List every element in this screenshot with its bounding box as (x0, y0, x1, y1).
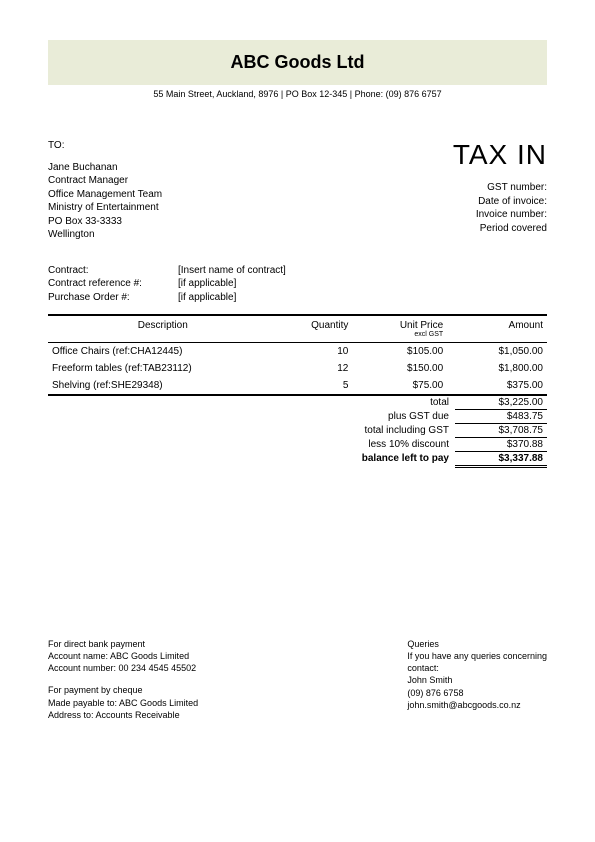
payment-details: For direct bank payment Account name: AB… (48, 638, 198, 721)
total-value: $3,225.00 (455, 396, 547, 410)
invoice-date-label: Date of invoice: (453, 195, 547, 209)
to-line: Office Management Team (48, 188, 162, 202)
balance-value: $3,337.88 (455, 452, 547, 468)
queries-heading: Queries (407, 638, 547, 650)
cell-unit-price: $105.00 (352, 343, 447, 361)
queries-email: john.smith@abcgoods.co.nz (407, 699, 547, 711)
contract-label: Contract: (48, 264, 178, 278)
table-row: Office Chairs (ref:CHA12445) 10 $105.00 … (48, 343, 547, 361)
cheque-address: Address to: Accounts Receivable (48, 709, 198, 721)
cell-unit-price: $150.00 (352, 360, 447, 377)
col-unit-price: Unit Price excl GST (352, 315, 447, 343)
bank-account-number: Account number: 00 234 4545 45502 (48, 662, 198, 674)
bank-account-name: Account name: ABC Goods Limited (48, 650, 198, 662)
cell-quantity: 10 (278, 343, 353, 361)
company-banner: ABC Goods Ltd (48, 40, 547, 85)
table-header-row: Description Quantity Unit Price excl GST… (48, 315, 547, 343)
to-line: Ministry of Entertainment (48, 201, 162, 215)
discount-value: $370.88 (455, 438, 547, 452)
recipient-block: TO: Jane Buchanan Contract Manager Offic… (48, 139, 162, 242)
cell-description: Shelving (ref:SHE29348) (48, 377, 278, 395)
cell-description: Office Chairs (ref:CHA12445) (48, 343, 278, 361)
cell-description: Freeform tables (ref:TAB23112) (48, 360, 278, 377)
po-label: Purchase Order #: (48, 291, 178, 305)
total-incl-gst-label: total including GST (275, 424, 455, 438)
queries-phone: (09) 876 6758 (407, 687, 547, 699)
cheque-heading: For payment by cheque (48, 684, 198, 696)
table-row: Freeform tables (ref:TAB23112) 12 $150.0… (48, 360, 547, 377)
totals-block: total $3,225.00 plus GST due $483.75 tot… (48, 396, 547, 468)
to-line: Jane Buchanan (48, 161, 162, 175)
queries-name: John Smith (407, 674, 547, 686)
cell-amount: $375.00 (447, 377, 547, 395)
company-address: 55 Main Street, Auckland, 8976 | PO Box … (48, 89, 547, 99)
to-line: Wellington (48, 228, 162, 242)
col-unit-price-text: Unit Price (400, 320, 443, 331)
cell-quantity: 12 (278, 360, 353, 377)
invoice-page: ABC Goods Ltd 55 Main Street, Auckland, … (0, 0, 595, 761)
period-covered-label: Period covered (453, 222, 547, 236)
cell-unit-price: $75.00 (352, 377, 447, 395)
contract-ref-label: Contract reference #: (48, 277, 178, 291)
bank-heading: For direct bank payment (48, 638, 198, 650)
queries-contact: contact: (407, 662, 547, 674)
line-items-table: Description Quantity Unit Price excl GST… (48, 314, 547, 396)
to-line: PO Box 33-3333 (48, 215, 162, 229)
col-amount: Amount (447, 315, 547, 343)
company-name: ABC Goods Ltd (48, 52, 547, 73)
total-label: total (275, 396, 455, 410)
col-unit-price-sub: excl GST (356, 331, 443, 338)
col-quantity: Quantity (278, 315, 353, 343)
gst-number-label: GST number: (453, 181, 547, 195)
balance-label: balance left to pay (275, 452, 455, 468)
col-description: Description (48, 315, 278, 343)
gst-due-label: plus GST due (275, 410, 455, 424)
cheque-payable: Made payable to: ABC Goods Limited (48, 697, 198, 709)
queries-details: Queries If you have any queries concerni… (407, 638, 547, 721)
contract-ref-value: [if applicable] (178, 277, 236, 291)
gst-due-value: $483.75 (455, 410, 547, 424)
meta-row: TO: Jane Buchanan Contract Manager Offic… (48, 139, 547, 242)
cell-amount: $1,800.00 (447, 360, 547, 377)
invoice-number-label: Invoice number: (453, 208, 547, 222)
invoice-meta-block: TAX IN GST number: Date of invoice: Invo… (453, 139, 547, 235)
contract-value: [Insert name of contract] (178, 264, 286, 278)
total-incl-gst-value: $3,708.75 (455, 424, 547, 438)
table-row: Shelving (ref:SHE29348) 5 $75.00 $375.00 (48, 377, 547, 395)
contract-block: Contract: [Insert name of contract] Cont… (48, 264, 547, 305)
queries-line: If you have any queries concerning (407, 650, 547, 662)
invoice-title: TAX IN (453, 139, 547, 171)
po-value: [if applicable] (178, 291, 236, 305)
to-label: TO: (48, 139, 162, 153)
payment-footer: For direct bank payment Account name: AB… (48, 638, 547, 721)
cell-quantity: 5 (278, 377, 353, 395)
cell-amount: $1,050.00 (447, 343, 547, 361)
discount-label: less 10% discount (275, 438, 455, 452)
to-line: Contract Manager (48, 174, 162, 188)
